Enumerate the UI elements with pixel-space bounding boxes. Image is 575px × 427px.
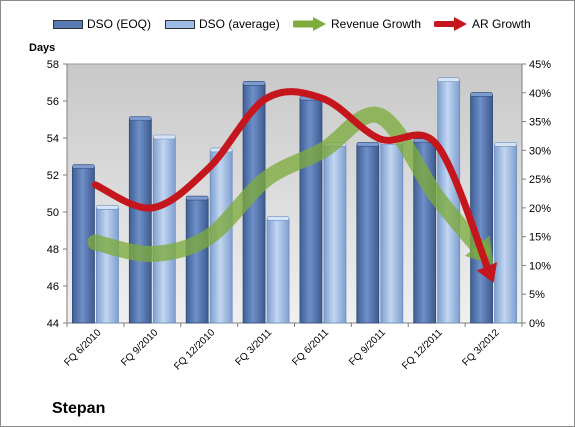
bar-cap-dso-eoq-7 xyxy=(470,92,493,97)
bar-dso-average-5 xyxy=(380,143,404,324)
y-tick-label-1: 46 xyxy=(47,281,59,293)
bar-cap-dso-eoq-2 xyxy=(185,195,209,201)
legend: DSO (EOQ) DSO (average) Revenue Growth A… xyxy=(1,11,574,37)
bar-cap-dso-eoq-0 xyxy=(72,164,95,169)
legend-item-dso-eoq: DSO (EOQ) xyxy=(53,11,151,37)
bar-dso-eoq-2 xyxy=(185,198,209,324)
bar-dso-average-1 xyxy=(152,137,176,324)
y2-tick-label-6: 30% xyxy=(529,145,551,157)
bar-cap-dso-average-3 xyxy=(266,216,290,221)
legend-swatch-dso-eoq xyxy=(53,19,83,29)
bar-dso-eoq-5 xyxy=(356,144,380,324)
bar-dso-average-3 xyxy=(266,218,290,324)
x-tick-label-6: FQ 12/2011 xyxy=(400,327,445,372)
y2-tick-label-8: 40% xyxy=(529,88,551,100)
y-tick-label-4: 52 xyxy=(47,170,59,182)
x-tick-label-5: FQ 9/2011 xyxy=(347,327,388,368)
y-tick-label-2: 48 xyxy=(47,244,59,256)
bar-cap-dso-average-6 xyxy=(437,77,460,82)
x-tick-label-4: FQ 6/2011 xyxy=(290,327,331,368)
y2-tick-label-9: 45% xyxy=(529,59,551,71)
y2-tick-label-2: 10% xyxy=(529,260,551,272)
legend-item-dso-average: DSO (average) xyxy=(165,11,280,37)
bar-dso-eoq-4 xyxy=(299,98,323,324)
y-tick-label-6: 56 xyxy=(47,96,59,108)
y2-tick-label-5: 25% xyxy=(529,174,551,186)
bar-cap-dso-eoq-1 xyxy=(129,116,152,121)
x-tick-label-0: FQ 6/2010 xyxy=(62,327,103,368)
y2-tick-label-4: 20% xyxy=(529,203,551,215)
x-tick-label-2: FQ 12/2010 xyxy=(172,327,217,372)
bar-cap-dso-eoq-3 xyxy=(242,81,266,86)
legend-label-ar-growth: AR Growth xyxy=(472,17,531,31)
y2-tick-label-3: 15% xyxy=(529,232,551,244)
y-tick-label-5: 54 xyxy=(47,133,59,145)
y-axis-title: Days xyxy=(29,42,56,54)
y2-tick-label-1: 5% xyxy=(529,289,545,301)
x-tick-label-7: FQ 3/2012 xyxy=(460,327,501,368)
bar-dso-average-7 xyxy=(494,144,517,324)
y-tick-label-3: 50 xyxy=(47,207,59,219)
y-tick-label-0: 44 xyxy=(47,318,59,330)
legend-arrow-ar-icon xyxy=(434,17,467,31)
bar-cap-dso-average-1 xyxy=(153,134,176,140)
company-name: Stepan xyxy=(52,400,106,417)
arrowhead-ar-growth xyxy=(476,262,497,283)
bar-cap-dso-eoq-5 xyxy=(356,142,380,147)
bar-dso-average-0 xyxy=(96,207,119,324)
y2-tick-label-0: 0% xyxy=(529,318,545,330)
x-tick-label-1: FQ 9/2010 xyxy=(119,327,160,368)
legend-label-dso-eoq: DSO (EOQ) xyxy=(87,17,152,31)
y2-tick-label-7: 35% xyxy=(529,117,551,129)
legend-item-ar-growth: AR Growth xyxy=(434,11,531,37)
y-tick-label-7: 58 xyxy=(47,59,59,71)
bar-dso-eoq-1 xyxy=(128,119,152,324)
line-ar-growth xyxy=(91,88,493,275)
x-tick-label-3: FQ 3/2011 xyxy=(234,327,275,368)
bar-cap-dso-average-7 xyxy=(494,142,517,147)
legend-arrow-revenue-icon xyxy=(293,17,326,31)
line-revenue-growth xyxy=(87,106,491,262)
bar-dso-average-4 xyxy=(323,144,347,324)
legend-label-revenue-growth: Revenue Growth xyxy=(331,17,422,31)
bar-cap-dso-average-0 xyxy=(96,205,119,210)
legend-item-revenue-growth: Revenue Growth xyxy=(293,11,421,37)
bar-dso-eoq-7 xyxy=(470,95,493,324)
legend-swatch-dso-average xyxy=(165,19,195,29)
legend-label-dso-average: DSO (average) xyxy=(199,17,280,31)
